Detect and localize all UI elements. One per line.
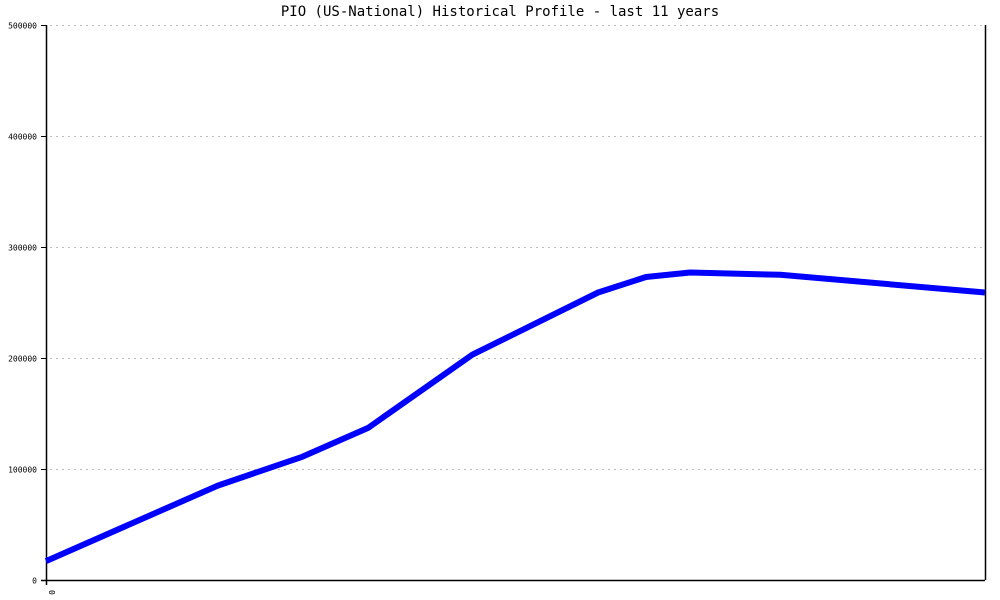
y-tick-label: 200000	[8, 355, 37, 364]
x-tick-label: 0	[47, 590, 56, 595]
y-tick-label: 400000	[8, 133, 37, 142]
data-line	[44, 269, 986, 564]
y-tick-label: 0	[32, 577, 37, 586]
chart-title: PIO (US-National) Historical Profile - l…	[280, 4, 720, 20]
y-tick-label: 500000	[8, 22, 37, 31]
y-tick-label: 100000	[8, 466, 37, 475]
y-tick-label: 300000	[8, 244, 37, 253]
